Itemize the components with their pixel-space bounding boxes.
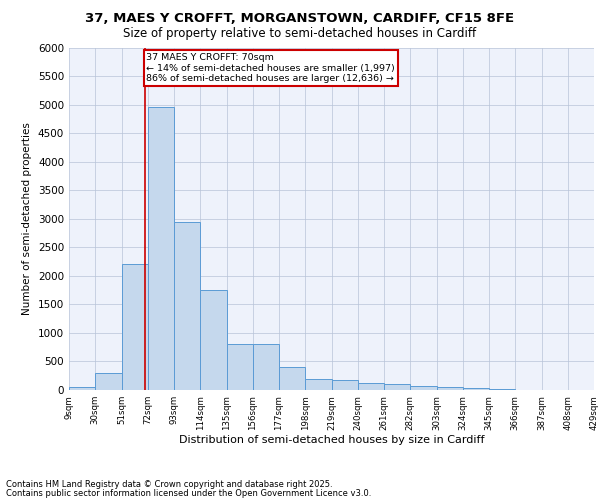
Text: Contains HM Land Registry data © Crown copyright and database right 2025.: Contains HM Land Registry data © Crown c… [6, 480, 332, 489]
Text: 37, MAES Y CROFFT, MORGANSTOWN, CARDIFF, CF15 8FE: 37, MAES Y CROFFT, MORGANSTOWN, CARDIFF,… [85, 12, 515, 26]
Text: Size of property relative to semi-detached houses in Cardiff: Size of property relative to semi-detach… [124, 28, 476, 40]
Bar [332, 380, 358, 390]
Bar [253, 344, 279, 390]
Bar [200, 290, 227, 390]
Bar [95, 373, 121, 390]
Bar [305, 378, 332, 390]
Text: 37 MAES Y CROFFT: 70sqm
← 14% of semi-detached houses are smaller (1,997)
86% of: 37 MAES Y CROFFT: 70sqm ← 14% of semi-de… [146, 53, 395, 83]
Bar [174, 222, 200, 390]
Bar [384, 384, 410, 390]
Text: Contains public sector information licensed under the Open Government Licence v3: Contains public sector information licen… [6, 488, 371, 498]
Bar [69, 387, 95, 390]
Bar [437, 387, 463, 390]
Bar [148, 108, 174, 390]
Bar [122, 264, 148, 390]
Bar [410, 386, 437, 390]
Y-axis label: Number of semi-detached properties: Number of semi-detached properties [22, 122, 32, 315]
Bar [463, 388, 489, 390]
Bar [358, 383, 384, 390]
Bar [227, 344, 253, 390]
X-axis label: Distribution of semi-detached houses by size in Cardiff: Distribution of semi-detached houses by … [179, 436, 484, 446]
Bar [279, 367, 305, 390]
